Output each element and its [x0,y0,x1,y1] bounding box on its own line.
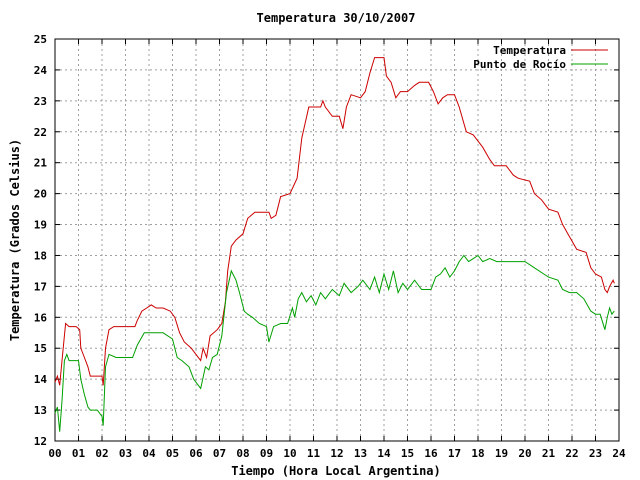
legend-label: Temperatura [493,44,566,57]
y-axis: 12 13 14 15 16 17 18 19 20 21 22 23 24 25 [34,33,619,448]
x-tick-label: 15 [401,447,414,460]
x-tick-label: 22 [565,447,578,460]
x-tick-label: 11 [307,447,321,460]
y-tick-label: 24 [34,64,48,77]
y-tick-label: 18 [34,249,47,262]
y-tick-label: 21 [34,157,48,170]
y-tick-label: 12 [34,435,47,448]
x-tick-label: 06 [189,447,203,460]
series-group [54,57,615,432]
x-tick-label: 14 [377,447,391,460]
y-tick-label: 19 [34,219,47,232]
x-tick-label: 23 [589,447,602,460]
y-tick-label: 23 [34,95,47,108]
y-tick-label: 14 [34,373,48,386]
x-tick-label: 16 [424,447,438,460]
x-tick-label: 20 [518,447,531,460]
y-axis-title: Temperatura (Grados Celsius) [8,139,22,341]
y-tick-label: 20 [34,188,47,201]
x-tick-label: 10 [283,447,296,460]
x-tick-label: 08 [236,447,249,460]
y-tick-label: 17 [34,280,47,293]
y-tick-label: 25 [34,33,47,46]
x-tick-label: 00 [48,447,61,460]
y-tick-label: 16 [34,311,48,324]
grid [55,39,619,441]
x-tick-label: 05 [166,447,179,460]
x-tick-label: 02 [95,447,108,460]
series-line-punto-de-rocio [54,254,615,432]
x-tick-label: 07 [213,447,226,460]
chart-title: Temperatura 30/10/2007 [257,11,416,25]
x-axis-title: Tiempo (Hora Local Argentina) [231,464,441,478]
series-line-temperatura [54,57,615,386]
x-tick-label: 03 [119,447,132,460]
x-tick-label: 12 [330,447,343,460]
x-tick-label: 19 [495,447,508,460]
x-tick-label: 04 [142,447,156,460]
y-tick-label: 22 [34,126,47,139]
x-axis: 00 01 02 03 04 05 06 07 08 09 10 11 12 13 14 15 16 17 18 19… [48,39,626,460]
x-tick-label: 01 [72,447,86,460]
x-tick-label: 18 [471,447,484,460]
x-tick-label: 09 [260,447,273,460]
y-tick-label: 13 [34,404,47,417]
x-tick-label: 17 [448,447,461,460]
x-tick-label: 21 [542,447,556,460]
y-tick-label: 15 [34,342,47,355]
x-tick-label: 13 [354,447,367,460]
x-tick-label: 24 [612,447,626,460]
legend-label: Punto de Rocío [473,58,566,71]
